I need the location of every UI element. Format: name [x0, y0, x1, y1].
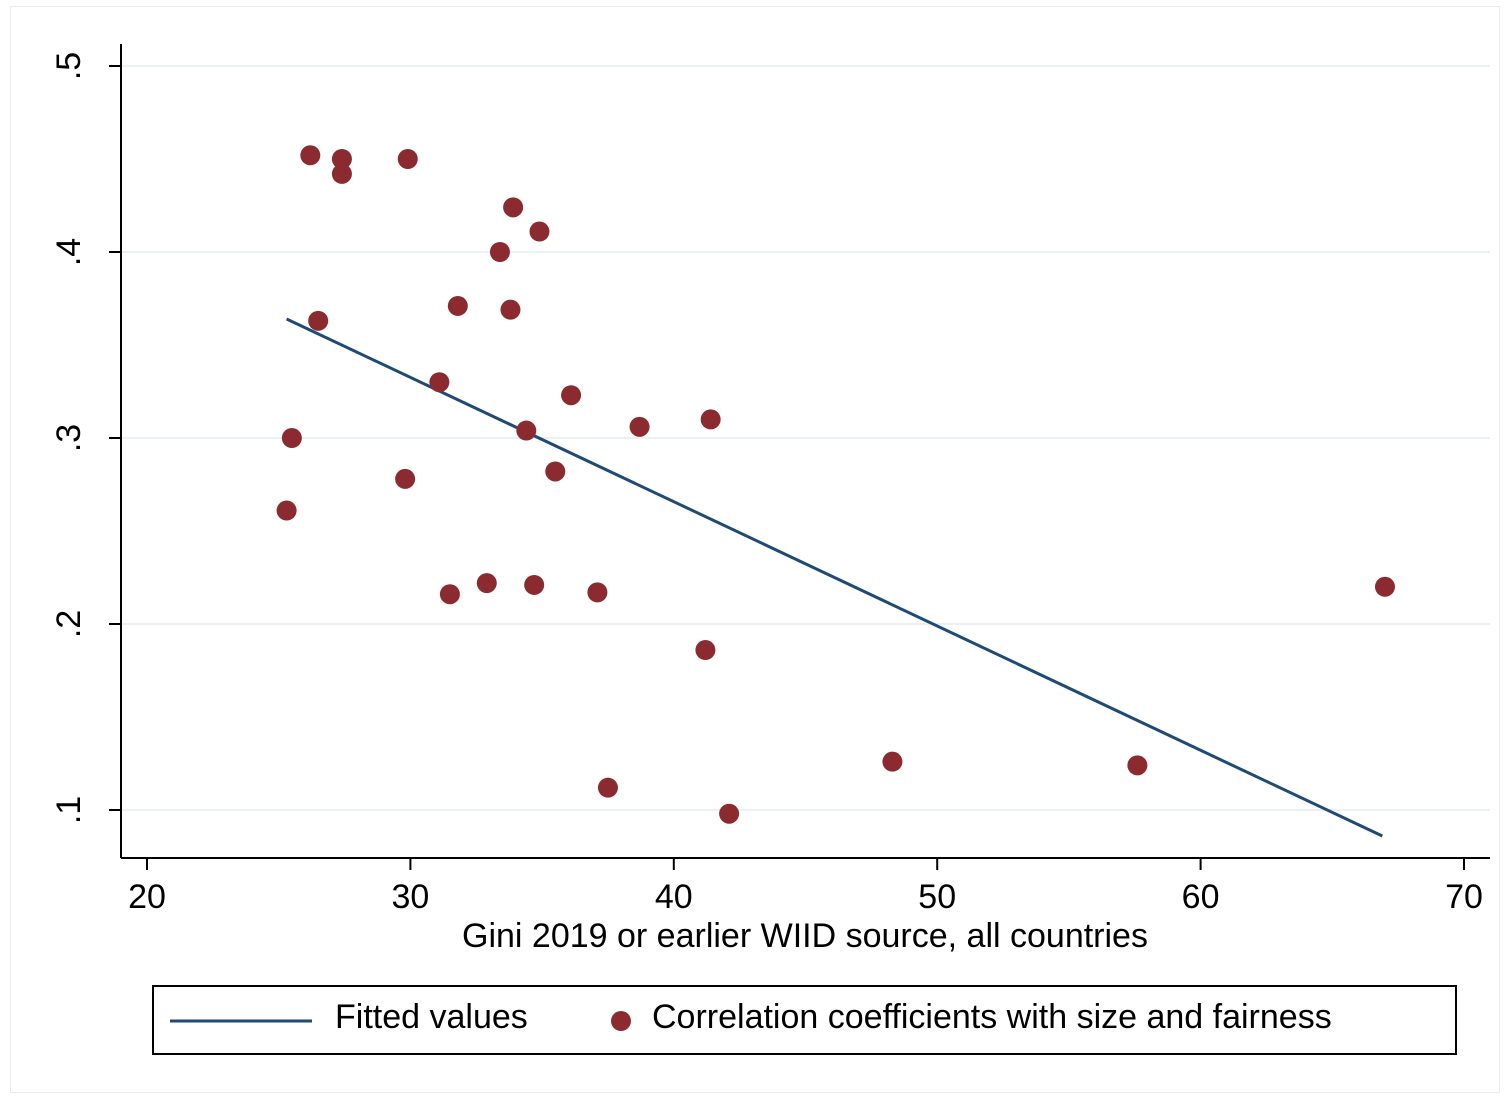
data-point — [561, 385, 582, 406]
legend-label-fitted: Fitted values — [335, 998, 528, 1036]
legend: Fitted values Correlation coefficients w… — [152, 985, 1457, 1055]
data-point — [500, 299, 521, 320]
data-point — [529, 221, 550, 242]
data-point — [300, 145, 321, 166]
legend-point-swatch — [611, 1011, 631, 1031]
x-tick-label: 30 — [391, 878, 429, 916]
data-point — [331, 149, 352, 169]
data-point — [695, 640, 716, 661]
fitted-values-line — [285, 317, 1383, 838]
data-point — [476, 573, 497, 594]
data-point — [882, 751, 903, 772]
data-point — [439, 584, 460, 605]
scatter-points — [276, 145, 1395, 824]
y-tick-label: .3 — [50, 424, 88, 452]
data-point — [429, 372, 450, 393]
data-point — [629, 416, 650, 437]
data-point — [447, 295, 468, 316]
data-point — [331, 163, 352, 184]
legend-box — [152, 985, 1457, 1055]
data-point — [719, 803, 740, 824]
data-point — [308, 310, 329, 331]
data-point — [276, 500, 297, 521]
y-tick-label: .4 — [50, 238, 88, 266]
grid-lines — [121, 65, 1490, 811]
data-point — [503, 197, 524, 218]
x-tick-label: 70 — [1445, 878, 1483, 916]
data-point — [395, 468, 416, 489]
x-axis-title: Gini 2019 or earlier WIID source, all co… — [462, 917, 1148, 955]
data-point — [1374, 576, 1395, 597]
chart-frame — [10, 6, 1500, 1093]
data-point — [281, 428, 302, 448]
legend-label-correlation: Correlation coefficients with size and f… — [652, 998, 1332, 1036]
data-point — [700, 409, 721, 430]
y-tick-label: .2 — [50, 610, 88, 638]
y-tick-label: .5 — [50, 52, 88, 80]
data-point — [524, 574, 545, 595]
fitted-line-layer — [285, 317, 1383, 838]
x-tick-label: 20 — [128, 878, 166, 916]
data-point — [587, 582, 608, 603]
x-tick-label: 50 — [918, 878, 956, 916]
data-point — [597, 777, 618, 798]
x-tick-label: 40 — [655, 878, 693, 916]
y-tick-label: .1 — [50, 796, 88, 824]
axes: .1 .2 .3 .4 .5 20 30 40 50 60 70 — [50, 44, 1490, 916]
x-tick-label: 60 — [1182, 878, 1220, 916]
data-point — [1127, 755, 1148, 776]
data-point — [489, 242, 510, 262]
data-point — [545, 461, 566, 482]
data-point — [516, 420, 537, 441]
data-point — [397, 149, 418, 169]
